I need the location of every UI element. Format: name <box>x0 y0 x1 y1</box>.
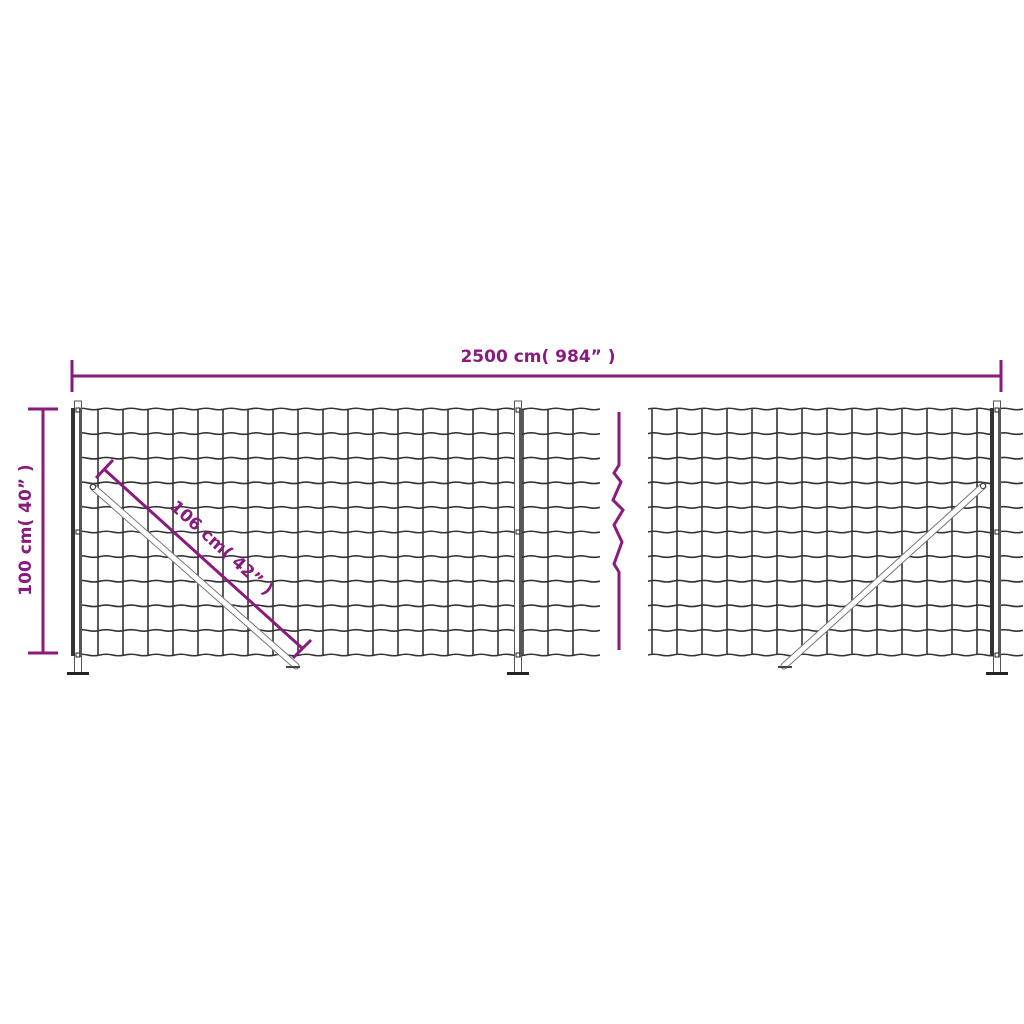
brace-inner <box>90 484 299 669</box>
clamp <box>75 652 81 658</box>
horizontal-wire <box>647 579 1024 583</box>
horizontal-wire <box>74 604 601 608</box>
horizontal-wire <box>647 481 1024 485</box>
horizontal-wire <box>647 604 1024 608</box>
horizontal-wire <box>647 505 1024 509</box>
horizontal-wire <box>74 481 601 485</box>
horizontal-wire <box>74 432 601 436</box>
horizontal-wire <box>74 456 601 460</box>
horizontal-wire <box>647 456 1024 460</box>
break-symbol <box>611 412 625 650</box>
height-label: 100 cm( 40” ) <box>16 464 36 595</box>
height-dimension <box>28 407 58 655</box>
horizontal-wire <box>74 628 601 632</box>
brace-foot <box>286 666 300 668</box>
horizontal-wire <box>647 555 1024 559</box>
brace-bolt <box>980 483 986 489</box>
clamp <box>994 652 1000 658</box>
length-label: 2500 cm( 984” ) <box>460 347 615 367</box>
clamp <box>515 652 521 658</box>
horizontal-wire <box>74 505 601 509</box>
length-dimension <box>70 360 1003 392</box>
clamp <box>75 407 81 413</box>
post-base <box>986 672 1008 675</box>
horizontal-wire <box>647 628 1024 632</box>
wire-mesh <box>74 407 1024 657</box>
brace-foot <box>778 666 792 668</box>
horizontal-wire <box>74 579 601 583</box>
horizontal-wire <box>74 530 601 534</box>
end-post-frame <box>71 408 75 656</box>
clamp <box>515 407 521 413</box>
end-post-frame <box>990 408 994 656</box>
clamp <box>75 529 81 535</box>
brace-dimension <box>94 458 313 660</box>
horizontal-wire <box>647 432 1024 436</box>
brace-label: 106 cm( 42” ) <box>166 497 277 600</box>
clamp <box>994 407 1000 413</box>
horizontal-wire <box>647 530 1024 534</box>
horizontal-wire <box>74 407 601 411</box>
horizontal-wire <box>74 555 601 559</box>
brace-bolt <box>90 484 96 490</box>
post-base <box>507 672 529 675</box>
clamp <box>994 529 1000 535</box>
brace-inner <box>781 483 986 669</box>
clamp <box>515 529 521 535</box>
horizontal-wire <box>647 653 1024 657</box>
horizontal-wire <box>74 653 601 657</box>
fence-posts <box>67 400 1008 675</box>
horizontal-wire <box>647 407 1024 411</box>
post-base <box>67 672 89 675</box>
